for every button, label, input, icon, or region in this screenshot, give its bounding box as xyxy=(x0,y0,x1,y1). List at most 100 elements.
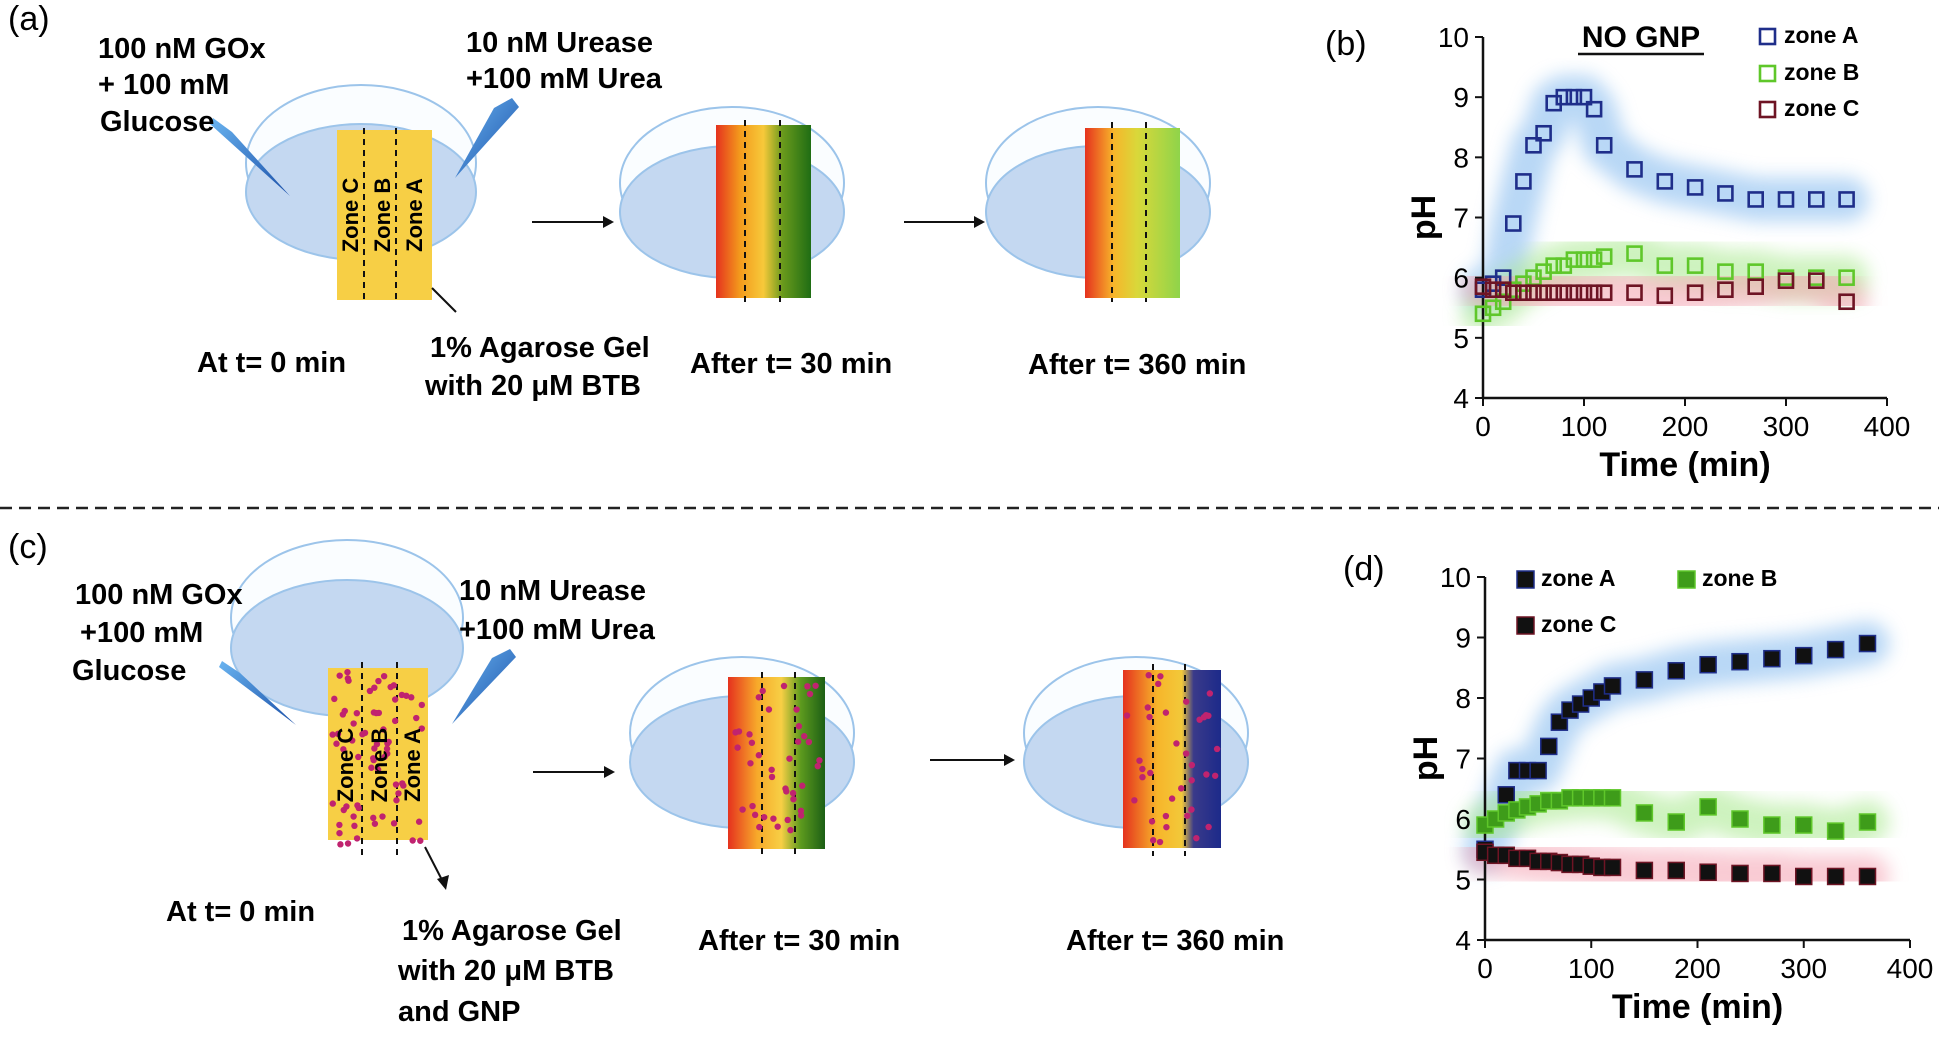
agarose-gel-yellow xyxy=(337,130,432,300)
point-zone-C xyxy=(1545,284,1562,302)
point-zone-C xyxy=(1699,863,1717,881)
gnp-particle xyxy=(415,818,423,825)
point-zone-A xyxy=(1808,191,1825,208)
gnp-particle xyxy=(391,696,399,703)
point-zone-B xyxy=(1858,813,1877,831)
y-tick-label: 7 xyxy=(1453,203,1469,234)
gnp-particle xyxy=(1183,698,1190,705)
legend-label-zone-A: zone A xyxy=(1784,22,1859,48)
gnp-particle xyxy=(770,815,777,822)
gnp-particle xyxy=(387,683,394,691)
point-zone-B xyxy=(1595,248,1613,265)
petri-dish-t360 xyxy=(985,106,1211,302)
pipette-right-icon-gnp xyxy=(452,649,516,724)
point-zone-A xyxy=(1565,88,1583,106)
gnp-particle xyxy=(390,820,398,827)
gnp-particle xyxy=(334,730,342,738)
point-zone-A xyxy=(1575,88,1593,106)
gnp-particle xyxy=(1139,773,1146,781)
point-zone-B xyxy=(1763,816,1781,834)
gnp-particle xyxy=(1182,750,1190,757)
gnp-particle xyxy=(1173,740,1180,747)
gnp-particle xyxy=(1211,772,1219,779)
gnp-particle xyxy=(1177,785,1185,792)
gnp-gel-label-line2: with 20 μM BTB xyxy=(397,955,614,987)
gnp-gel-gradient-t30 xyxy=(728,677,825,849)
y-tick-label: 5 xyxy=(1455,865,1471,896)
gnp-particle xyxy=(380,726,387,733)
gnp-particle xyxy=(1203,771,1210,778)
panel-label-d: (d) xyxy=(1343,550,1385,588)
gnp-particle xyxy=(735,728,743,735)
gnp-particle xyxy=(790,795,797,803)
panel-label-a: (a) xyxy=(8,0,50,38)
gnp-particle xyxy=(1131,797,1138,804)
time-label-gnp-t30: After t= 30 min xyxy=(698,925,900,957)
gnp-particle xyxy=(1139,765,1146,773)
x-tick-label: 200 xyxy=(1662,411,1709,442)
gel-label-line1: 1% Agarose Gel xyxy=(430,332,650,364)
point-zone-A xyxy=(1656,173,1674,190)
point-zone-C xyxy=(1777,272,1795,289)
pipette-left-icon-gnp xyxy=(219,661,296,725)
x-tick-label: 400 xyxy=(1887,953,1934,984)
point-zone-C xyxy=(1635,861,1654,880)
gnp-particle xyxy=(375,677,382,685)
gnp-particle xyxy=(1144,704,1151,711)
gnp-particle xyxy=(805,738,813,746)
point-zone-B xyxy=(1717,263,1734,280)
x-tick-label: 300 xyxy=(1780,953,1827,984)
point-zone-A xyxy=(1540,737,1558,756)
legend-label-zone-B: zone B xyxy=(1784,59,1859,85)
y-tick-label: 8 xyxy=(1453,142,1469,173)
y-tick-label: 9 xyxy=(1453,82,1469,113)
time-label-t30: After t= 30 min xyxy=(690,348,892,380)
gnp-particle xyxy=(392,781,400,788)
gnp-particle xyxy=(794,738,802,745)
point-zone-A xyxy=(1826,640,1845,659)
gnp-particle xyxy=(774,823,781,830)
gnp-particle xyxy=(1184,812,1191,819)
point-zone-C xyxy=(1575,284,1593,302)
gnp-particle xyxy=(765,706,773,713)
gnp-particle xyxy=(368,764,375,771)
point-zone-A xyxy=(1535,124,1552,142)
x-tick-label: 400 xyxy=(1864,411,1911,442)
chart-title: NO GNP xyxy=(1582,21,1700,54)
gnp-particle xyxy=(371,684,378,691)
gnp-particle xyxy=(354,802,361,809)
gnp-particle xyxy=(1188,806,1195,813)
gnp-particle xyxy=(1193,834,1200,842)
point-zone-C xyxy=(1808,272,1825,289)
point-zone-B xyxy=(1603,789,1622,807)
point-zone-C xyxy=(1603,858,1622,877)
legend-label-zone-B: zone B xyxy=(1702,565,1777,591)
gox-label-line1: 100 nM GOx xyxy=(98,33,266,65)
gnp-particle xyxy=(336,829,343,837)
point-zone-C xyxy=(1595,284,1613,302)
point-zone-A xyxy=(1515,173,1532,190)
gnp-particle xyxy=(768,766,775,773)
gnp-particle xyxy=(797,812,805,819)
zone-c-label-gnp: Zone C xyxy=(333,728,358,803)
petri-dish-gnp-t360 xyxy=(1023,656,1249,856)
gnp-particle xyxy=(340,806,347,814)
arrow-3-head xyxy=(604,766,615,778)
legend-swatch-zone-C xyxy=(1516,616,1535,635)
point-zone-C xyxy=(1626,284,1643,302)
gnp-particle xyxy=(370,814,377,822)
gnp-particle xyxy=(399,780,406,787)
gnp-particle xyxy=(787,826,794,834)
gnp-particle xyxy=(784,816,791,824)
point-zone-C xyxy=(1525,284,1542,302)
gnp-particle xyxy=(369,755,377,762)
gnp-particle xyxy=(380,672,388,680)
gnp-particle xyxy=(797,807,805,815)
gnp-particle xyxy=(353,835,361,842)
gnp-particle xyxy=(1154,680,1162,688)
gnp-particle xyxy=(344,840,352,847)
gel-gradient-t360 xyxy=(1085,128,1180,298)
point-zone-A xyxy=(1838,191,1855,208)
time-label-gnp-t0: At t= 0 min xyxy=(166,896,315,928)
legend-swatch-zone-A xyxy=(1758,27,1777,46)
